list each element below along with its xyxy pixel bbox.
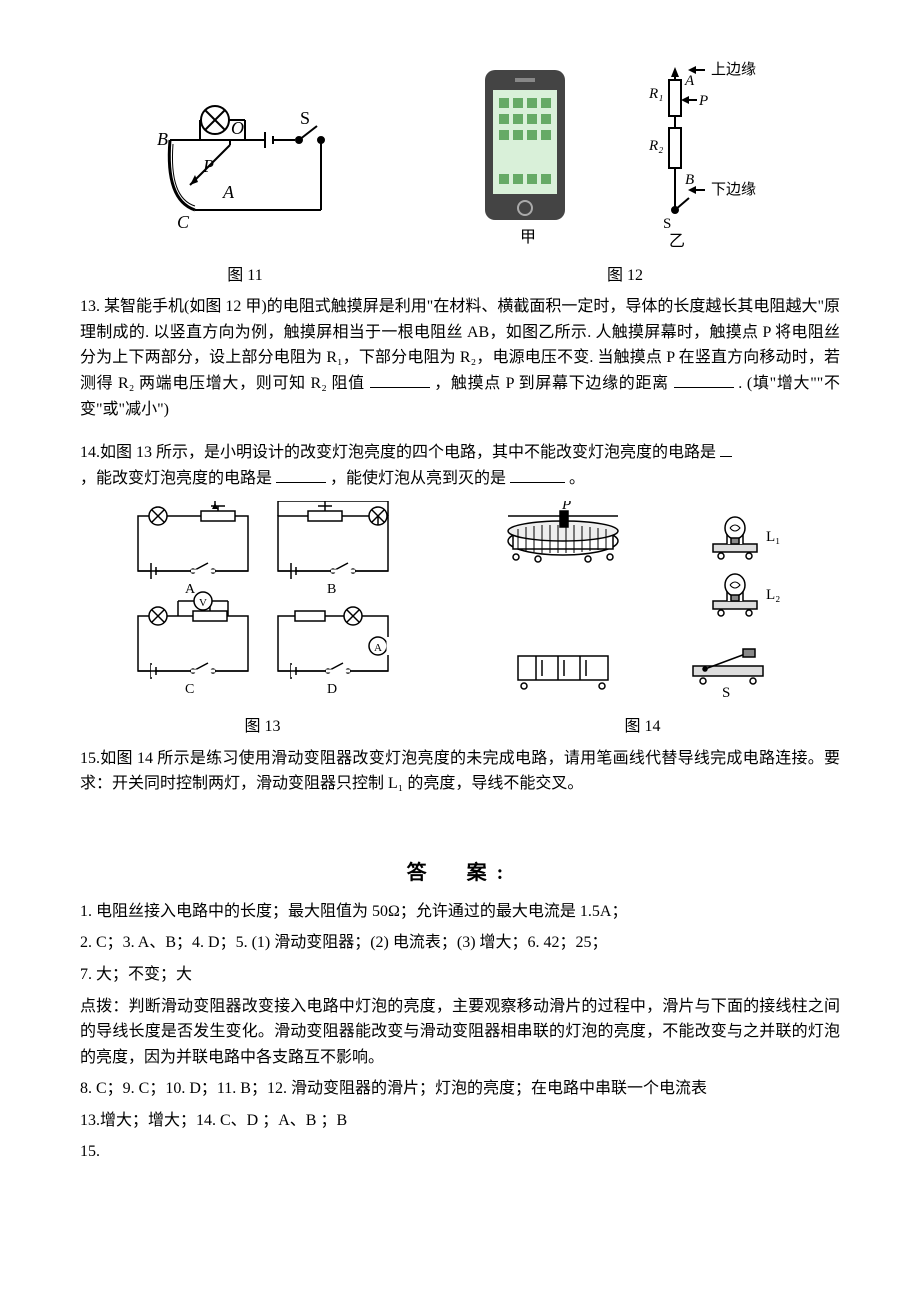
answer-line-2: 2. C；3. A、B；4. D；5. (1) 滑动变阻器；(2) 电流表；(3… — [80, 930, 840, 956]
fig12-r2: R₂ — [648, 138, 663, 154]
answer-line-3: 7. 大；不变；大 — [80, 962, 840, 988]
answer-line-5: 8. C；9. C；10. D；11. B；12. 滑动变阻器的滑片；灯泡的亮度… — [80, 1076, 840, 1102]
figures-top-row: B O S P A C 图 11 甲 — [80, 50, 840, 288]
svg-text:S: S — [722, 685, 730, 701]
svg-text:A: A — [374, 642, 382, 654]
fig14-svg: P L₁ — [488, 501, 798, 701]
fig12-b: B — [685, 172, 694, 188]
svg-text:D: D — [327, 682, 337, 697]
question-15: 15.如图 14 所示是练习使用滑动变阻器改变灯泡亮度的未完成电路，请用笔画线代… — [80, 746, 840, 797]
fig12-circuit-label: 乙 — [669, 233, 685, 250]
q14-text1: 14.如图 13 所示，是小明设计的改变灯泡亮度的四个电路，其中不能改变灯泡亮度… — [80, 444, 716, 461]
fig11-label-c: C — [177, 212, 190, 232]
fig13-svg: A B — [123, 501, 403, 701]
fig12-caption: 图 12 — [465, 263, 785, 289]
fig12-p: P — [698, 93, 708, 109]
fig12-s: S — [663, 216, 671, 232]
figure-13: A B — [123, 501, 403, 739]
svg-text:B: B — [327, 582, 336, 597]
fig12-bottom-edge: 下边缘 — [711, 181, 756, 198]
svg-text:L₁: L₁ — [766, 529, 780, 545]
svg-text:V: V — [199, 597, 207, 609]
fig12-svg: 甲 — [465, 50, 785, 250]
q13-blank2 — [674, 371, 734, 388]
fig14-caption: 图 14 — [488, 714, 798, 740]
svg-text:L₂: L₂ — [766, 587, 780, 603]
q13-text2: ，触摸点 P 到屏幕下边缘的距离 — [434, 375, 669, 392]
figure-11: B O S P A C 图 11 — [135, 90, 355, 288]
answers-title: 答 案: — [80, 857, 840, 889]
q14-text3: ，能使灯泡从亮到灭的是 — [330, 470, 506, 487]
q13-blank1 — [370, 371, 430, 388]
figure-14: P L₁ — [488, 501, 798, 739]
svg-text:A: A — [185, 582, 196, 597]
figure-12: 甲 — [465, 50, 785, 288]
fig12-top-edge: 上边缘 — [711, 61, 756, 78]
svg-text:P: P — [561, 501, 571, 513]
fig11-caption: 图 11 — [135, 263, 355, 289]
fig13-caption: 图 13 — [123, 714, 403, 740]
answer-line-4: 点拨：判断滑动变阻器改变接入电路中灯泡的亮度，主要观察移动滑片的过程中，滑片与下… — [80, 994, 840, 1071]
fig11-label-b: B — [157, 129, 168, 149]
fig12-a: A — [684, 73, 695, 89]
fig11-label-o: O — [231, 118, 244, 138]
fig11-label-p: P — [202, 156, 214, 176]
q14-blank3 — [510, 466, 565, 483]
svg-text:C: C — [185, 682, 194, 697]
answer-line-7: 15. — [80, 1139, 840, 1165]
q14-text2: ，能改变灯泡亮度的电路是 — [80, 470, 272, 487]
fig12-phone-label: 甲 — [520, 229, 536, 246]
fig11-svg: B O S P A C — [135, 90, 355, 250]
fig12-r1: R₁ — [648, 86, 663, 102]
figures-mid-row: A B — [80, 501, 840, 739]
q15-text: 15.如图 14 所示是练习使用滑动变阻器改变灯泡亮度的未完成电路，请用笔画线代… — [80, 750, 840, 793]
answer-line-6: 13.增大；增大；14. C、D ；A、B ；B — [80, 1108, 840, 1134]
fig11-label-s: S — [300, 108, 310, 128]
q14-blank2 — [276, 466, 326, 483]
fig11-label-a: A — [222, 182, 235, 202]
q14-text4: 。 — [569, 470, 585, 487]
question-13: 13. 某智能手机(如图 12 甲)的电阻式触摸屏是利用"在材料、横截面积一定时… — [80, 294, 840, 422]
answers-block: 1. 电阻丝接入电路中的长度；最大阻值为 50Ω；允许通过的最大电流是 1.5A… — [80, 899, 840, 1165]
answer-line-1: 1. 电阻丝接入电路中的长度；最大阻值为 50Ω；允许通过的最大电流是 1.5A… — [80, 899, 840, 925]
question-14: 14.如图 13 所示，是小明设计的改变灯泡亮度的四个电路，其中不能改变灯泡亮度… — [80, 440, 840, 491]
q14-blank1 — [720, 440, 732, 457]
